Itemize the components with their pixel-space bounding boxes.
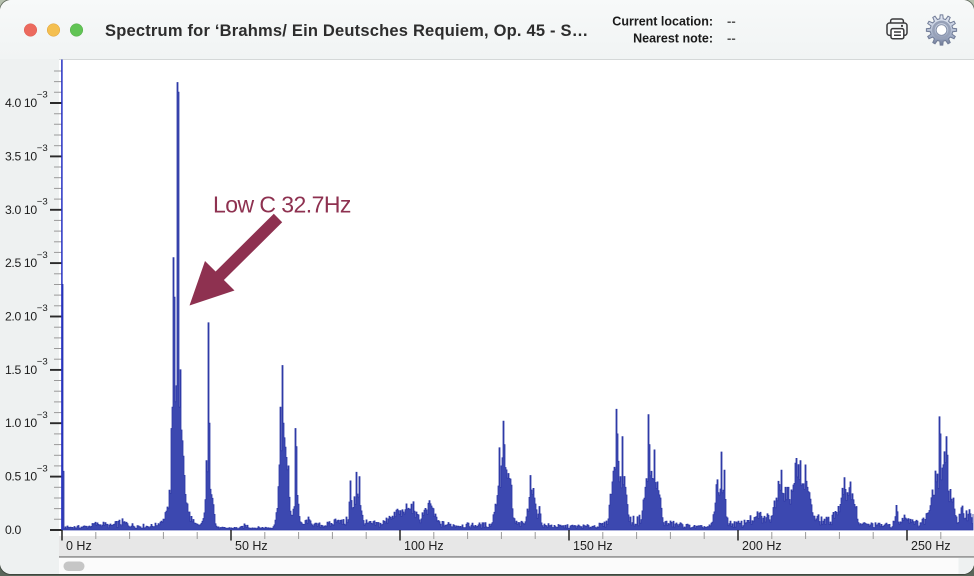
svg-text:150 Hz: 150 Hz: [573, 539, 613, 553]
svg-text:Low C 32.7Hz: Low C 32.7Hz: [213, 192, 351, 218]
svg-text:250 Hz: 250 Hz: [911, 539, 951, 553]
svg-text:Current location:: Current location:: [612, 15, 713, 29]
svg-text:Spectrum for ‘Brahms/ Ein Deut: Spectrum for ‘Brahms/ Ein Deutsches Requ…: [105, 22, 588, 40]
svg-text:Nearest note:: Nearest note:: [633, 32, 713, 46]
svg-text:--: --: [727, 14, 736, 29]
svg-text:0 Hz: 0 Hz: [66, 539, 92, 553]
svg-text:100 Hz: 100 Hz: [404, 539, 444, 553]
svg-text:50 Hz: 50 Hz: [235, 539, 268, 553]
svg-text:--: --: [727, 31, 736, 46]
svg-text:200 Hz: 200 Hz: [742, 539, 782, 553]
svg-text:0.0: 0.0: [5, 523, 21, 537]
